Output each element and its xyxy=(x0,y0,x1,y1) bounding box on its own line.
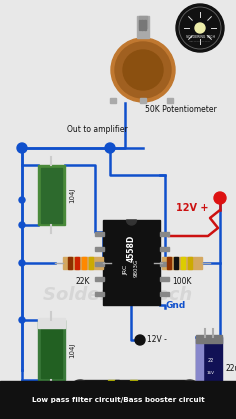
Bar xyxy=(137,16,149,38)
Bar xyxy=(41,323,62,378)
Text: JRC: JRC xyxy=(123,265,128,275)
Bar xyxy=(41,168,62,223)
Bar xyxy=(75,257,79,269)
Bar xyxy=(196,337,222,400)
Circle shape xyxy=(19,317,25,323)
Circle shape xyxy=(111,38,175,102)
Bar xyxy=(188,257,192,269)
Bar xyxy=(95,277,104,281)
Bar xyxy=(162,257,202,269)
Text: 22uf: 22uf xyxy=(225,364,236,373)
Text: Low pass filter circuit/Bass booster circuit: Low pass filter circuit/Bass booster cir… xyxy=(32,397,204,403)
Circle shape xyxy=(195,23,205,33)
Bar xyxy=(140,98,146,103)
Bar xyxy=(80,380,190,400)
Bar xyxy=(143,20,144,30)
Bar xyxy=(142,20,143,30)
Text: 22K: 22K xyxy=(76,277,90,285)
Text: 12V +: 12V + xyxy=(176,203,208,213)
Bar xyxy=(196,337,203,400)
Bar xyxy=(110,98,116,103)
Text: SOLDERING TECH: SOLDERING TECH xyxy=(185,35,215,39)
Circle shape xyxy=(180,380,200,400)
Text: 12V -: 12V - xyxy=(147,336,167,344)
Bar xyxy=(174,257,178,269)
Bar xyxy=(139,16,147,28)
Bar xyxy=(140,20,142,30)
Text: 104J: 104J xyxy=(69,187,75,203)
Bar xyxy=(145,20,146,30)
Bar xyxy=(38,320,65,380)
Bar xyxy=(38,165,65,225)
Bar xyxy=(181,257,185,269)
Bar xyxy=(68,257,72,269)
Bar xyxy=(103,220,160,305)
Text: 22: 22 xyxy=(208,358,214,363)
Text: Soldering Tech: Soldering Tech xyxy=(43,286,193,304)
Circle shape xyxy=(19,222,25,228)
Bar xyxy=(95,292,104,296)
Circle shape xyxy=(105,143,115,153)
Bar xyxy=(160,232,169,236)
Bar xyxy=(89,257,93,269)
Text: 9803G: 9803G xyxy=(134,259,139,277)
Circle shape xyxy=(135,335,145,345)
Bar xyxy=(95,262,104,266)
Bar xyxy=(0,381,236,419)
Wedge shape xyxy=(126,220,136,225)
Circle shape xyxy=(115,42,171,98)
Bar xyxy=(38,318,65,328)
Bar xyxy=(167,98,173,103)
Text: 100K: 100K xyxy=(172,277,192,285)
Bar xyxy=(115,380,119,400)
Circle shape xyxy=(19,260,25,266)
Bar xyxy=(82,257,86,269)
Bar xyxy=(196,335,222,343)
Text: Out to amplifier: Out to amplifier xyxy=(67,126,128,134)
Bar xyxy=(95,232,104,236)
Bar xyxy=(160,277,169,281)
Bar xyxy=(95,247,104,251)
Text: 104J: 104J xyxy=(69,342,75,358)
Bar xyxy=(130,380,137,400)
Circle shape xyxy=(19,197,25,203)
Bar xyxy=(108,380,115,400)
Circle shape xyxy=(214,192,226,204)
Circle shape xyxy=(70,380,90,400)
Circle shape xyxy=(123,50,163,90)
Text: 4558D: 4558D xyxy=(127,234,136,261)
Text: ————————: ———————— xyxy=(189,39,211,43)
Bar xyxy=(139,20,140,30)
Text: 50K Potentiometer: 50K Potentiometer xyxy=(145,106,217,114)
Text: 16V: 16V xyxy=(207,372,215,375)
Circle shape xyxy=(17,143,27,153)
Bar xyxy=(160,262,169,266)
Bar xyxy=(167,257,171,269)
Bar xyxy=(63,257,103,269)
Circle shape xyxy=(176,4,224,52)
Text: Gnd: Gnd xyxy=(165,300,185,310)
Bar xyxy=(160,292,169,296)
Bar xyxy=(160,247,169,251)
